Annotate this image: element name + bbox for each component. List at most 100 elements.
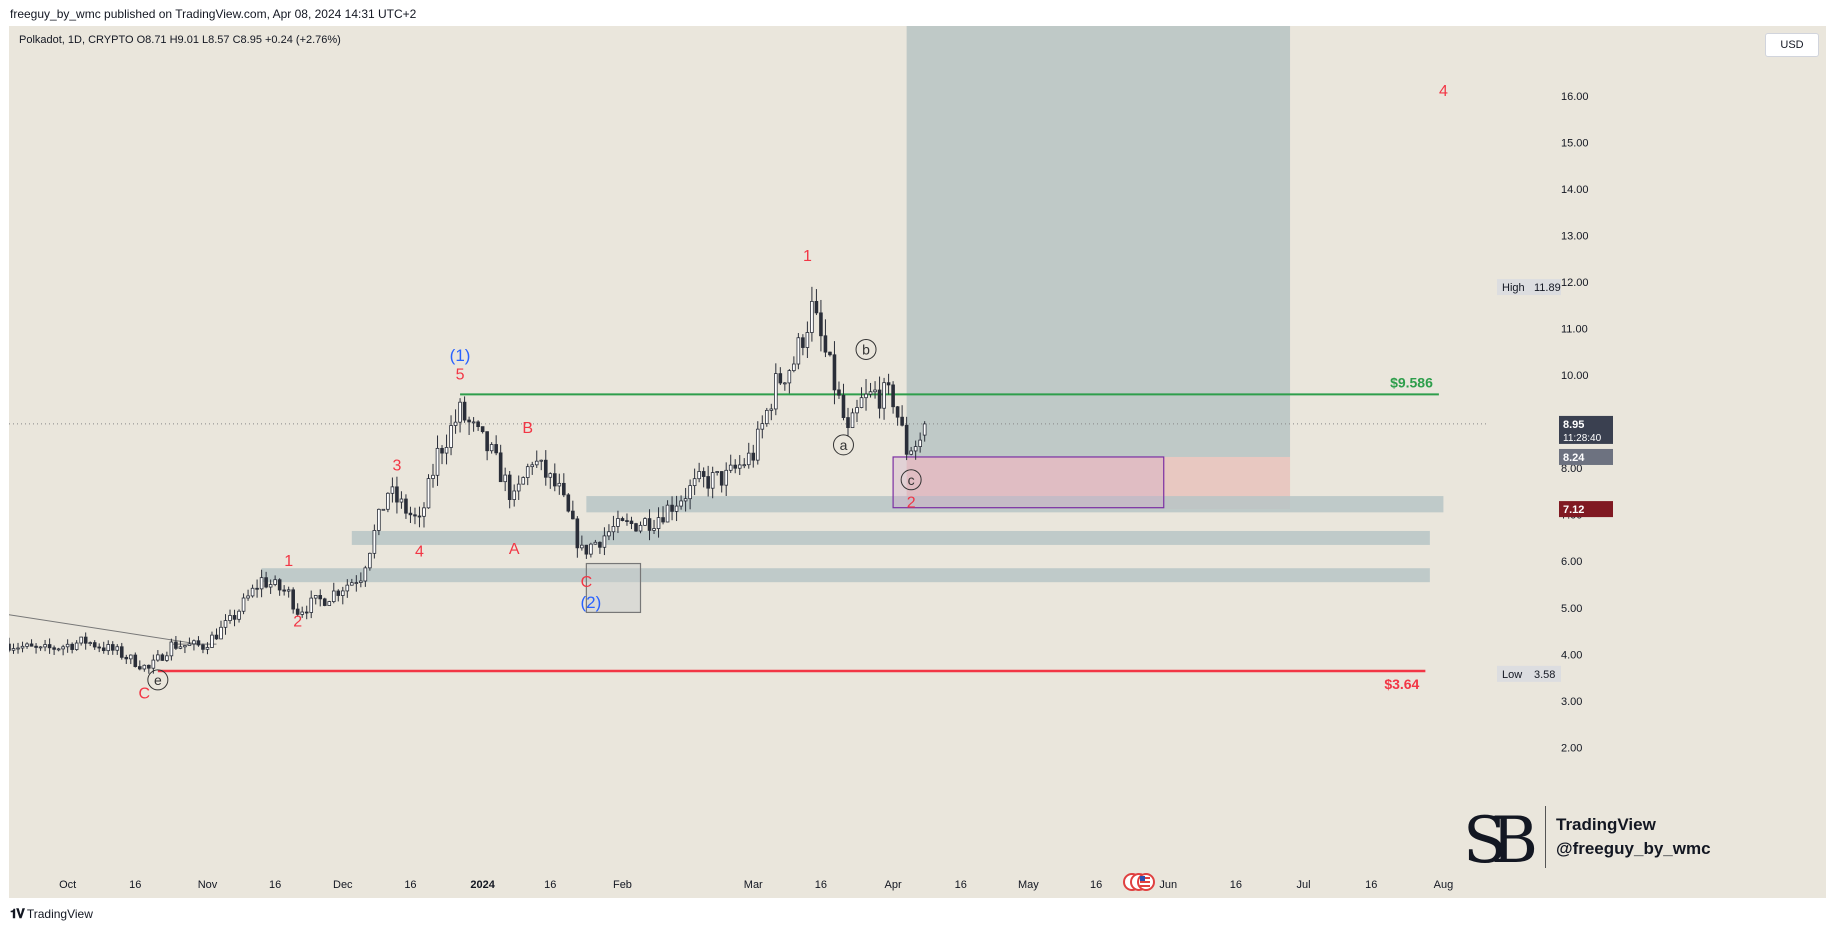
candle-body-2023-10-23 — [165, 655, 169, 661]
candle-body-2023-11-23 — [304, 611, 309, 614]
wave-label-5: 2 — [293, 613, 302, 630]
candle-body-2024-01-26 — [593, 541, 598, 545]
candle-body-2024-02-16 — [688, 485, 692, 500]
stop-label-box — [1559, 501, 1613, 518]
price-chart[interactable]: $9.586 $3.64 (1) 5 3 4 1 2 B A C (2) C 1 2 4 e a b c 2.00 3… — [9, 26, 1826, 898]
candle-body-2024-01-08 — [512, 490, 516, 500]
x-tick-11: Apr — [885, 879, 902, 891]
x-tick-8: Feb — [613, 879, 632, 891]
candle-body-2023-10-14 — [124, 656, 129, 660]
candle-body-2023-11-05 — [223, 620, 228, 628]
y-tick-3: 5.00 — [1561, 603, 1582, 615]
support-zone-2 — [351, 530, 1430, 545]
candle-body-2024-02-19 — [701, 471, 706, 477]
symbol-legend[interactable]: Polkadot, 1D, CRYPTO O8.71 H9.01 L8.57 C… — [19, 34, 341, 46]
candle-body-2024-03-15 — [814, 301, 819, 314]
candle-body-2023-10-15 — [128, 654, 133, 660]
wave-label-12: 2 — [907, 495, 916, 512]
candle-body-2024-01-14 — [539, 459, 544, 462]
candle-body-2024-03-17 — [823, 335, 828, 353]
candle-body-2023-12-09 — [377, 508, 381, 531]
y-tick-9: 11.00 — [1561, 324, 1588, 336]
x-tick-5: 16 — [404, 879, 416, 891]
candle-body-2024-02-09 — [656, 517, 661, 529]
candle-body-2023-11-16 — [273, 579, 277, 585]
watermark-divider — [1545, 806, 1546, 868]
y-tick-13: 15.00 — [1561, 137, 1589, 149]
candle-body-2023-10-03 — [74, 642, 79, 650]
candle-body-2023-09-28 — [52, 647, 56, 650]
circled-wave-label-1: a — [840, 437, 848, 453]
candle-body-2024-03-11 — [796, 337, 801, 365]
candle-body-2023-10-25 — [174, 641, 178, 649]
candle-body-2023-10-27 — [183, 645, 187, 648]
currency-button[interactable]: USD — [1765, 33, 1819, 57]
candle-body-2024-01-15 — [543, 459, 548, 478]
low-label-box — [1497, 665, 1561, 682]
candle-body-2024-01-06 — [503, 474, 507, 483]
candle-body-2024-02-25 — [728, 464, 733, 471]
candle-body-2023-11-14 — [264, 577, 268, 588]
candle-body-2023-11-17 — [277, 579, 282, 591]
candle-body-2023-12-21 — [431, 474, 435, 479]
candle-body-2023-12-01 — [340, 590, 345, 596]
candle-body-2023-10-30 — [196, 640, 201, 646]
candle-body-2023-12-12 — [390, 486, 395, 494]
candle-body-2024-03-01 — [751, 452, 756, 461]
candle-body-2023-12-11 — [386, 492, 390, 510]
candle-body-2023-11-19 — [286, 589, 291, 592]
candle-body-2024-01-30 — [611, 526, 616, 533]
candle-body-2024-03-10 — [792, 363, 796, 372]
wave-2-box — [892, 456, 1165, 509]
candle-body-2024-04-05 — [909, 450, 913, 455]
candle-body-2024-02-02 — [625, 520, 629, 522]
candle-body-2023-11-20 — [291, 589, 295, 610]
candle-body-2024-03-09 — [787, 370, 792, 384]
wave-label-13: 4 — [1439, 83, 1448, 100]
footer-brand-text: TradingView — [26, 907, 93, 921]
y-tick-4: 6.00 — [1561, 556, 1582, 568]
candle-body-2023-12-31 — [476, 421, 480, 428]
candle-body-2024-01-28 — [602, 535, 607, 548]
candle-body-2023-09-18 — [9, 643, 11, 651]
candle-body-2023-09-22 — [25, 643, 29, 647]
candle-body-2024-03-16 — [819, 312, 823, 337]
candle-body-2023-12-10 — [381, 508, 386, 511]
candle-body-2023-10-04 — [79, 636, 83, 644]
candle-body-2023-12-24 — [444, 447, 449, 454]
candle-body-2023-10-08 — [97, 646, 102, 649]
x-tick-10: 16 — [815, 879, 827, 891]
x-tick-6: 2024 — [470, 879, 495, 891]
candle-body-2023-11-08 — [237, 610, 241, 620]
us-flag-icon[interactable] — [1122, 871, 1156, 893]
candle-body-2023-10-29 — [192, 640, 196, 645]
candle-body-2024-03-13 — [805, 332, 810, 348]
wave-label-11: 1 — [803, 248, 812, 265]
price-label-countdown: 11:28:40 — [1563, 433, 1602, 444]
x-tick-2: Nov — [198, 879, 218, 891]
wave-label-6: B — [522, 420, 533, 437]
candle-body-2023-10-06 — [88, 642, 92, 645]
candle-body-2023-11-06 — [228, 615, 232, 621]
candle-body-2023-11-04 — [219, 626, 223, 640]
high-label-value: 11.89 — [1534, 282, 1561, 294]
candle-body-2023-10-28 — [187, 643, 192, 646]
support-zone-3 — [261, 568, 1430, 583]
candle-body-2024-03-25 — [859, 397, 864, 408]
candle-body-2023-10-05 — [83, 636, 88, 644]
candle-body-2023-11-18 — [282, 589, 286, 592]
candle-body-2024-01-10 — [521, 477, 526, 485]
candle-body-2024-03-24 — [855, 407, 859, 414]
footer-brand[interactable]: 𝟏𝐕 TradingView — [10, 906, 93, 922]
chart-area[interactable]: $9.586 $3.64 (1) 5 3 4 1 2 B A C (2) C 1 2 4 e a b c 2.00 3… — [9, 26, 1826, 898]
candle-body-2023-12-15 — [404, 498, 408, 514]
candle-body-2024-01-11 — [525, 466, 530, 478]
candle-body-2024-02-01 — [620, 518, 625, 521]
descending-trendline — [9, 614, 199, 645]
wave-label-8: C — [581, 574, 593, 591]
resistance-zone-1 — [586, 496, 1444, 513]
candle-body-2024-02-23 — [719, 471, 724, 486]
candle-body-2023-10-11 — [110, 644, 115, 651]
low-label-tag: Low — [1502, 669, 1522, 681]
candle-body-2024-02-03 — [629, 520, 634, 525]
